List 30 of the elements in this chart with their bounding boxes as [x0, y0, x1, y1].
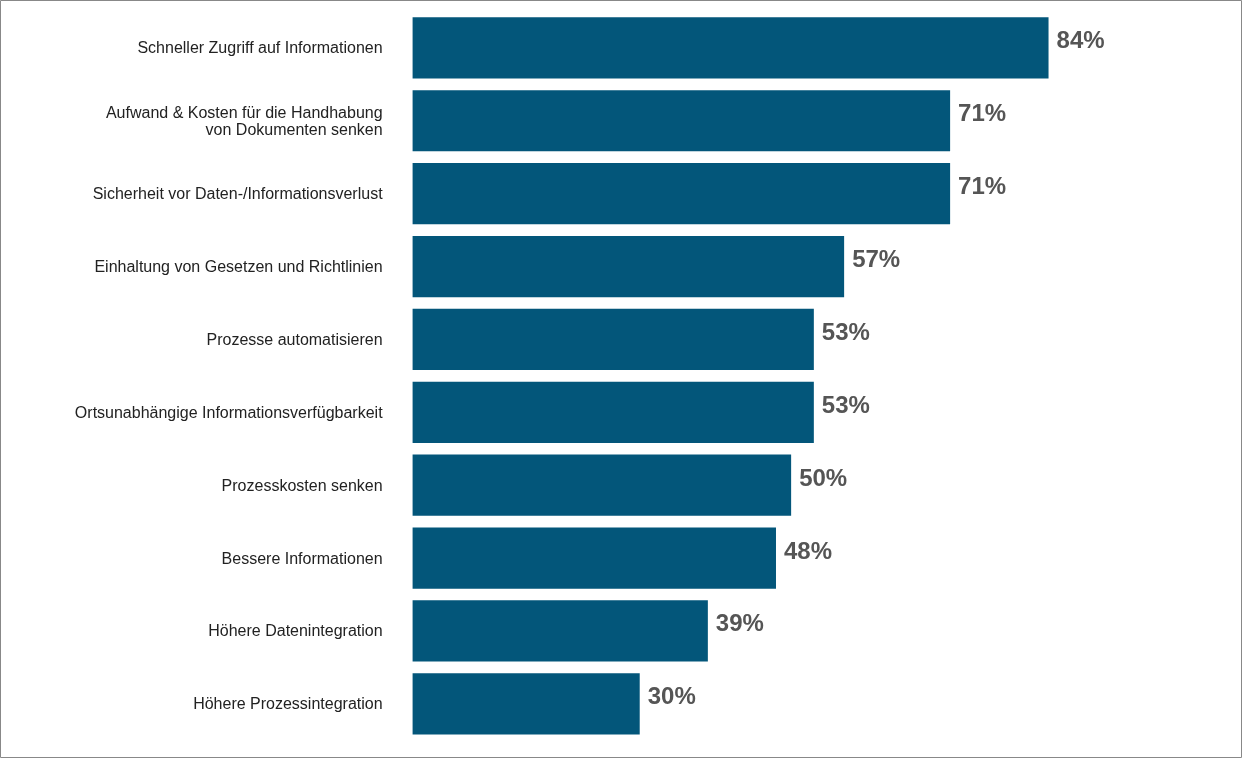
bar [412, 381, 814, 443]
data-label: 39% [715, 609, 764, 637]
bar [412, 90, 951, 152]
y-tick-label: Bessere Informationen [221, 549, 383, 567]
data-label: 53% [821, 390, 870, 418]
data-label: 71% [958, 99, 1007, 127]
bar [412, 454, 792, 516]
y-tick-label: Prozesse automatisieren [206, 330, 383, 348]
y-tick-label: Sicherheit vor Daten-/Informationsverlust [92, 185, 384, 203]
y-tick-label: Höhere Prozessintegration [193, 695, 383, 713]
data-label: 57% [852, 245, 901, 273]
y-tick-label: Aufwand & Kosten für die Handhabung von Dokumenten senken [105, 103, 383, 138]
data-label: 50% [799, 463, 848, 491]
y-tick-label: Ortsunabhängige Informationsverfügbarkeit [74, 403, 384, 421]
bar [412, 235, 845, 298]
y-tick-label: Höhere Datenintegration [208, 622, 383, 640]
data-label: 48% [783, 536, 833, 564]
bar [412, 308, 814, 371]
y-tick-label: Schneller Zugriff auf Informationen [137, 39, 383, 57]
data-label: 53% [821, 317, 870, 345]
data-label: 71% [958, 172, 1007, 200]
bar [412, 163, 951, 225]
y-tick-label: Einhaltung von Gesetzen und Richtlinien [94, 258, 383, 276]
data-label: 30% [647, 682, 696, 710]
bar [412, 673, 640, 735]
bar [412, 17, 1049, 79]
y-tick-label: Prozesskosten senken [221, 476, 383, 494]
data-label: 84% [1056, 26, 1105, 54]
bar [412, 527, 776, 589]
bar [412, 600, 708, 662]
